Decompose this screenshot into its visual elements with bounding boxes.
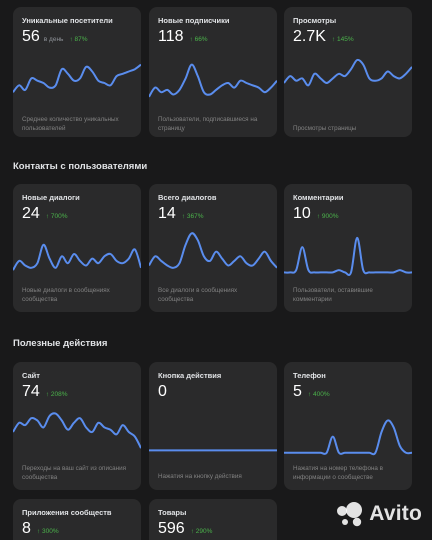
delta-value: 66%: [194, 36, 208, 43]
sparkline-path: [13, 243, 141, 271]
section-title-actions: Полезные действия: [13, 338, 108, 349]
delta-value: 367%: [186, 213, 204, 220]
sparkline-path: [284, 419, 412, 456]
metric-value: 2.7K: [293, 28, 326, 45]
sparkline-path: [284, 236, 412, 276]
metric-value: 5: [293, 383, 302, 400]
delta-value: 700%: [50, 213, 68, 220]
sparkline-path: [149, 63, 277, 98]
metric-value: 56: [22, 28, 40, 45]
delta-value: 145%: [336, 36, 354, 43]
card-description: Среднее количество уникальных пользовате…: [22, 116, 119, 132]
sparkline-chart: [284, 419, 412, 456]
sparkline-chart: [13, 63, 141, 93]
delta-value: 900%: [321, 213, 339, 220]
metric-value: 14: [158, 205, 176, 222]
stat-card-products[interactable]: Товары 596 ↑ 290%: [149, 499, 277, 540]
stat-card-phone[interactable]: Телефон 5 ↑ 400% Нажатия на номер телефо…: [284, 362, 412, 490]
metric-delta: ↑ 900%: [316, 213, 339, 220]
delta-value: 208%: [50, 391, 68, 398]
sparkline-chart: [284, 236, 412, 276]
metric-unit: в день: [43, 36, 64, 43]
card-description: Нажатия на кнопку действия: [158, 473, 242, 480]
stat-card-unique-visitors[interactable]: Уникальные посетители 56 в день ↑ 87% Ср…: [13, 7, 141, 137]
card-title: Приложения сообществ: [22, 508, 112, 517]
stat-card-site[interactable]: Сайт 74 ↑ 208% Переходы на ваш сайт из о…: [13, 362, 141, 490]
sparkline-path: [13, 63, 141, 93]
card-title: Комментарии: [293, 193, 344, 202]
sparkline-path: [13, 412, 141, 449]
metric-value: 596: [158, 520, 185, 537]
metric-delta: ↑ 400%: [307, 391, 330, 398]
stat-card-new-dialogs[interactable]: Новые диалоги 24 ↑ 700% Новые диалоги в …: [13, 184, 141, 312]
metric-value: 74: [22, 383, 40, 400]
sparkline-path: [284, 58, 412, 87]
card-title: Новые диалоги: [22, 193, 80, 202]
metric-value: 118: [158, 28, 184, 45]
sparkline-chart: [13, 243, 141, 271]
card-description: Просмотры страницы: [293, 125, 357, 132]
card-title: Просмотры: [293, 16, 337, 25]
card-description: Пользователи, подписавшиеся на страницу: [158, 116, 258, 132]
sparkline-chart: [149, 63, 277, 98]
stat-card-action-button[interactable]: Кнопка действия 0 Нажатия на кнопку дейс…: [149, 362, 277, 490]
metric-delta: ↑ 66%: [189, 36, 208, 43]
metric-delta: ↑ 367%: [181, 213, 204, 220]
card-title: Новые подписчики: [158, 16, 230, 25]
delta-value: 400%: [312, 391, 330, 398]
metric-delta: ↑ 145%: [331, 36, 354, 43]
stat-card-comments[interactable]: Комментарии 10 ↑ 900% Пользователи, оста…: [284, 184, 412, 312]
metric-value: 24: [22, 205, 40, 222]
section-title-contacts: Контакты с пользователями: [13, 161, 148, 172]
card-title: Телефон: [293, 371, 326, 380]
card-title: Уникальные посетители: [22, 16, 113, 25]
delta-value: 87%: [74, 36, 88, 43]
metric-delta: ↑ 208%: [45, 391, 68, 398]
sparkline-path: [149, 232, 277, 269]
card-title: Кнопка действия: [158, 371, 222, 380]
avito-logo-text: Avito: [369, 502, 422, 525]
card-description: Нажатия на номер телефона в информации о…: [293, 465, 384, 481]
card-description: Переходы на ваш сайт из описания сообщес…: [22, 465, 127, 481]
metric-delta: ↑ 290%: [190, 528, 213, 535]
card-title: Всего диалогов: [158, 193, 217, 202]
sparkline-chart: [284, 58, 412, 87]
metric-value: 8: [22, 520, 31, 537]
stat-card-community-apps[interactable]: Приложения сообществ 8 ↑ 300%: [13, 499, 141, 540]
card-description: Все диалоги в сообщениях сообщества: [158, 287, 238, 303]
card-title: Товары: [158, 508, 187, 517]
sparkline-chart: [149, 232, 277, 269]
metric-delta: ↑ 87%: [69, 36, 88, 43]
delta-value: 300%: [41, 528, 59, 535]
stat-card-new-subscribers[interactable]: Новые подписчики 118 ↑ 66% Пользователи,…: [149, 7, 277, 137]
avito-watermark: Avito: [335, 501, 422, 527]
card-description: Пользователи, оставившие комментарии: [293, 287, 373, 303]
metric-delta: ↑ 300%: [36, 528, 59, 535]
metric-value: 10: [293, 205, 311, 222]
sparkline-chart: [13, 412, 141, 449]
stat-card-views[interactable]: Просмотры 2.7K ↑ 145% Просмотры страницы: [284, 7, 412, 137]
delta-value: 290%: [195, 528, 213, 535]
metric-value: 0: [158, 383, 167, 400]
stat-card-total-dialogs[interactable]: Всего диалогов 14 ↑ 367% Все диалоги в с…: [149, 184, 277, 312]
metric-delta: ↑ 700%: [45, 213, 68, 220]
card-title: Сайт: [22, 371, 40, 380]
avito-logo-icon: [337, 502, 363, 527]
sparkline-chart: [149, 449, 277, 452]
card-description: Новые диалоги в сообщениях сообщества: [22, 287, 110, 303]
